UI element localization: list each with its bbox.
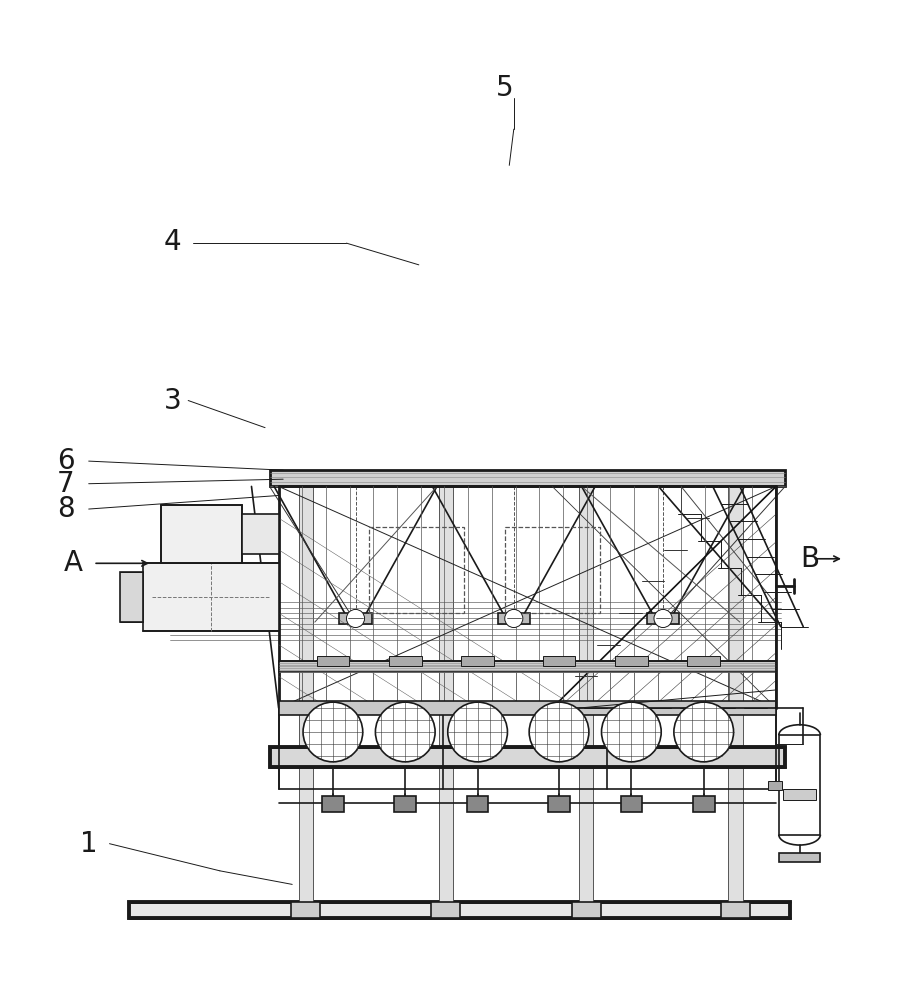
Text: 1: 1	[80, 830, 97, 858]
Bar	[461, 656, 494, 666]
Bar	[498, 613, 530, 624]
Circle shape	[303, 702, 363, 762]
Text: 5: 5	[496, 74, 513, 102]
Bar	[394, 796, 416, 812]
Bar	[161, 505, 242, 563]
Bar	[143, 563, 278, 631]
Circle shape	[505, 609, 523, 628]
Bar	[579, 486, 593, 902]
Text: A: A	[65, 549, 84, 577]
Circle shape	[674, 702, 733, 762]
Bar	[339, 613, 372, 624]
Bar	[467, 796, 489, 812]
Bar	[768, 781, 782, 790]
Bar	[129, 902, 790, 918]
Circle shape	[529, 702, 589, 762]
Circle shape	[376, 702, 435, 762]
Bar	[291, 902, 320, 918]
Text: 7: 7	[57, 470, 75, 498]
Bar	[317, 656, 349, 666]
Bar	[779, 853, 821, 862]
Bar	[693, 796, 714, 812]
Text: 6: 6	[57, 447, 75, 475]
Bar	[784, 789, 816, 800]
Bar	[647, 613, 679, 624]
Bar	[120, 572, 143, 622]
Text: B: B	[801, 545, 820, 573]
Bar	[548, 796, 570, 812]
Bar	[269, 747, 785, 767]
Bar	[721, 902, 750, 918]
Bar	[728, 486, 743, 902]
Bar	[298, 486, 313, 902]
Circle shape	[347, 609, 365, 628]
Bar	[278, 701, 776, 715]
Bar	[615, 656, 648, 666]
Bar	[269, 470, 785, 486]
Bar	[431, 902, 460, 918]
Circle shape	[448, 702, 508, 762]
Text: 3: 3	[164, 387, 181, 415]
Bar	[687, 656, 720, 666]
Bar	[439, 486, 453, 902]
Circle shape	[654, 609, 672, 628]
Bar	[369, 527, 464, 613]
Circle shape	[602, 702, 662, 762]
Bar	[505, 527, 600, 613]
Bar	[242, 514, 278, 554]
Bar	[621, 796, 642, 812]
Bar	[278, 661, 776, 672]
Text: 8: 8	[57, 495, 75, 523]
Bar	[389, 656, 421, 666]
Text: 4: 4	[164, 228, 181, 256]
Bar	[322, 796, 344, 812]
Bar	[571, 902, 601, 918]
Bar	[542, 656, 575, 666]
Bar	[779, 735, 821, 835]
